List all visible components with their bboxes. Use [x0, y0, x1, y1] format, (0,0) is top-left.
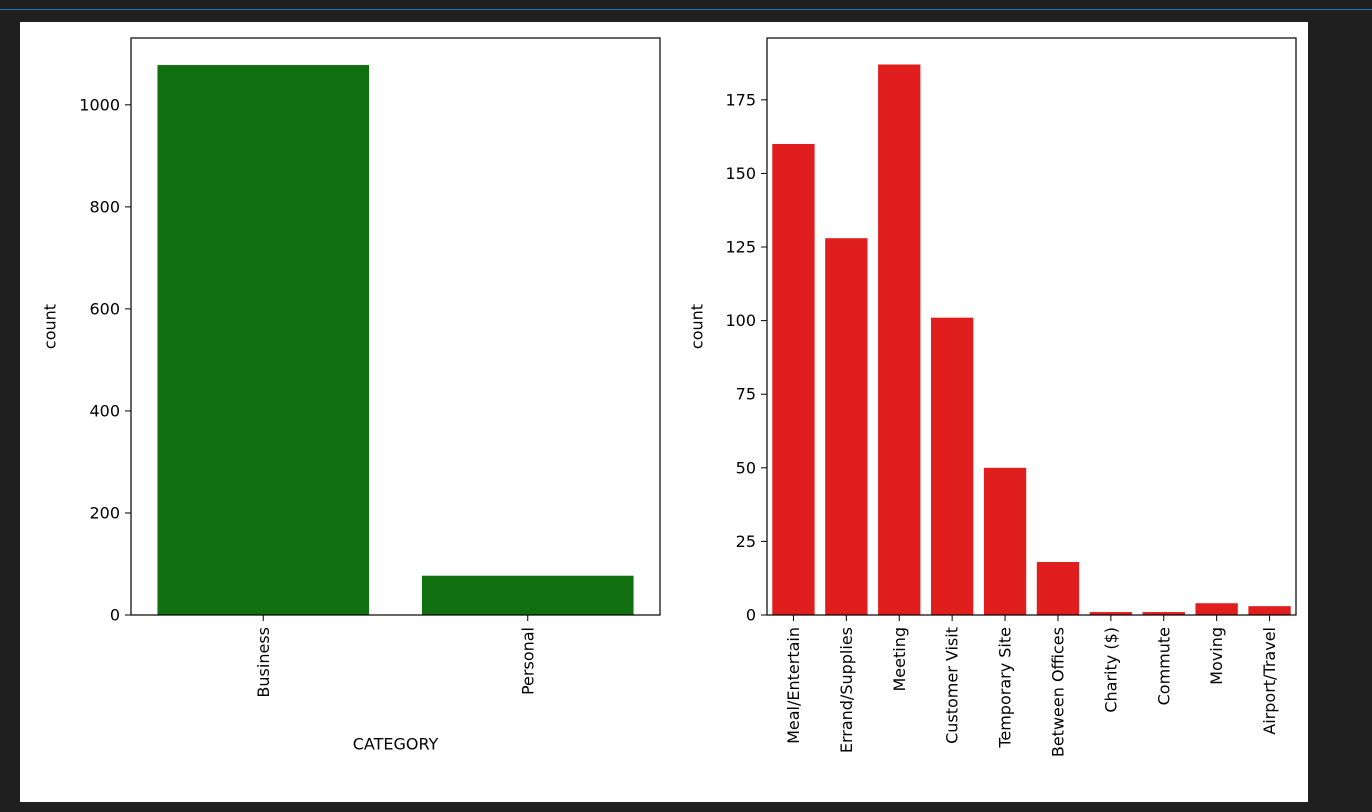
- x-axis-label: CATEGORY: [353, 735, 439, 754]
- bar-meal-entertain: [772, 143, 815, 615]
- bar-charity: [1089, 612, 1133, 615]
- bar-moving: [1195, 603, 1238, 615]
- bar-customer-visit: [930, 317, 974, 615]
- figure-panel: Business Personal 0 200 400 600 800 1000 count CA…: [20, 22, 1308, 802]
- bar-errand-supplies: [825, 238, 868, 616]
- x-tick-label: Business: [254, 627, 273, 698]
- x-tick-label: Between Offices: [1048, 627, 1067, 757]
- bar-commute: [1142, 612, 1185, 615]
- y-tick-label: 600: [89, 299, 120, 318]
- x-tick-label: Charity ($): [1101, 627, 1120, 713]
- y-tick-label: 50: [736, 458, 756, 477]
- y-tick-label: 100: [725, 311, 756, 330]
- y-tick-label: 175: [725, 90, 756, 109]
- x-tick-label: Customer Visit: [943, 627, 962, 744]
- x-tick-label: Meeting: [890, 627, 909, 692]
- y-axis-label: count: [688, 304, 707, 349]
- x-tick-label: Airport/Travel: [1260, 627, 1279, 735]
- figure-canvas: Business Personal02004006008001000countCA…: [41, 37, 1297, 757]
- x-tick-label: Meal/Entertain: [784, 627, 803, 744]
- bar-personal: [421, 575, 634, 615]
- bar-temporary-site: [983, 467, 1027, 615]
- y-tick-label: 1000: [79, 95, 120, 114]
- plot-frame: [130, 37, 661, 616]
- plot-frame: [766, 37, 1297, 616]
- y-tick-label: 800: [89, 197, 120, 216]
- top-divider-line: [0, 9, 1372, 10]
- bottom-status-bar: [0, 802, 1372, 812]
- bar-meeting: [878, 64, 921, 616]
- x-tick-label: Moving: [1207, 627, 1226, 685]
- y-tick-label: 75: [736, 385, 756, 404]
- y-tick-label: 200: [89, 503, 120, 522]
- y-tick-label: 400: [89, 401, 120, 420]
- x-tick-label: Temporary Site: [996, 627, 1015, 749]
- y-tick-label: 125: [725, 238, 756, 257]
- x-tick-label: Personal: [518, 627, 537, 695]
- bar-airport-travel: [1248, 606, 1291, 615]
- x-tick-label: Commute: [1154, 627, 1173, 705]
- category-count-chart: Business Personal 0 200 400 600 800 1000 count CA…: [41, 37, 661, 754]
- y-tick-label: 0: [746, 606, 756, 625]
- y-tick-label: 25: [736, 532, 756, 551]
- x-tick-label: Errand/Supplies: [837, 627, 856, 753]
- y-axis-label: count: [41, 304, 60, 349]
- bar-between-offices: [1036, 562, 1080, 615]
- purpose-count-chart: Meal/Entertain Errand/Supplies Meeting Cust…: [688, 37, 1297, 757]
- bar-business: [157, 65, 370, 616]
- y-tick-label: 150: [725, 164, 756, 183]
- y-tick-label: 0: [110, 606, 120, 625]
